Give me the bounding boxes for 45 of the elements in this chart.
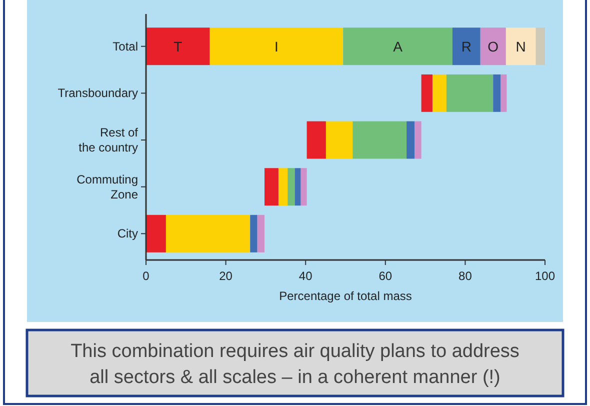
text: This combination requires air quality plans to address all sectors & all scales – in a coherent manner (!) bbox=[70, 341, 520, 388]
bar bbox=[288, 168, 295, 206]
x-tick-label: 100 bbox=[534, 269, 556, 283]
series-label: R bbox=[461, 38, 472, 54]
bar bbox=[294, 168, 301, 206]
bar bbox=[493, 74, 501, 112]
series-label: I bbox=[274, 38, 278, 54]
y-tick-label: Transboundary bbox=[58, 86, 138, 100]
bar bbox=[146, 28, 210, 66]
bar bbox=[257, 214, 265, 252]
bar bbox=[452, 28, 480, 66]
x-tick-label: 80 bbox=[458, 269, 472, 283]
bar bbox=[506, 28, 536, 66]
y-tick-label: City bbox=[117, 226, 138, 241]
bar bbox=[166, 214, 250, 252]
bar bbox=[536, 28, 545, 66]
bar bbox=[250, 214, 258, 252]
x-tick-label: 0 bbox=[142, 269, 150, 283]
bar bbox=[414, 121, 422, 159]
y-tick-label: Commuting Zone bbox=[76, 172, 138, 202]
x-tick-label: 20 bbox=[219, 269, 233, 283]
bar bbox=[421, 74, 432, 112]
series-label: N bbox=[516, 38, 526, 54]
bar bbox=[146, 214, 166, 252]
x-axis-title: Percentage of total mass bbox=[279, 289, 412, 303]
bar bbox=[306, 121, 326, 159]
bar bbox=[480, 28, 506, 66]
bar bbox=[278, 168, 288, 206]
x-tick-label: 40 bbox=[298, 269, 313, 283]
bar bbox=[300, 168, 307, 206]
bar bbox=[406, 121, 415, 159]
series-label: A bbox=[393, 38, 404, 54]
series-label: T bbox=[174, 38, 183, 54]
x-tick-label: 60 bbox=[378, 269, 392, 283]
bar bbox=[343, 28, 452, 66]
bar bbox=[432, 74, 446, 112]
bar bbox=[210, 28, 344, 66]
y-tick-label: Rest of the country bbox=[78, 126, 139, 154]
bar bbox=[326, 121, 353, 159]
bar bbox=[500, 74, 507, 112]
bar bbox=[352, 121, 407, 159]
bar bbox=[264, 168, 278, 206]
y-tick-label: Total bbox=[112, 39, 138, 54]
series-label: O bbox=[488, 38, 499, 54]
bar bbox=[446, 74, 494, 112]
